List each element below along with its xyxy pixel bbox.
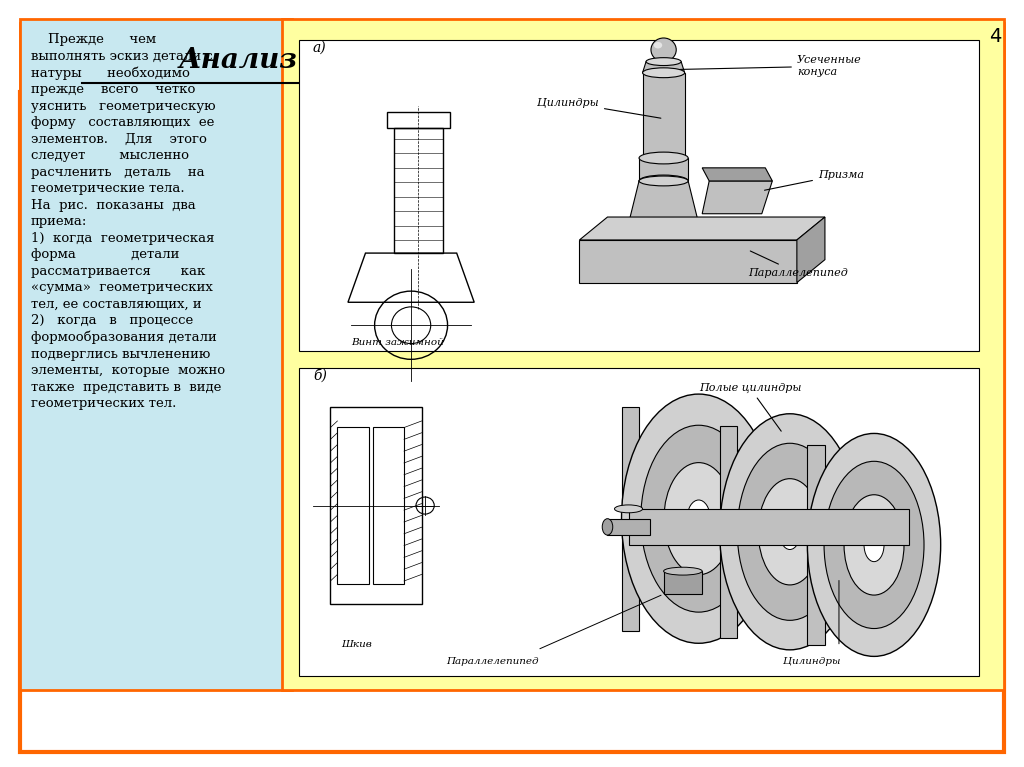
Text: Цилиндры: Цилиндры: [538, 97, 660, 118]
Text: Цилиндры: Цилиндры: [782, 657, 841, 667]
Ellipse shape: [641, 425, 757, 612]
Ellipse shape: [807, 433, 941, 657]
Circle shape: [651, 38, 676, 61]
Polygon shape: [580, 240, 797, 282]
Text: Параллелепипед: Параллелепипед: [446, 657, 539, 667]
Ellipse shape: [664, 463, 733, 574]
Ellipse shape: [639, 152, 688, 164]
Ellipse shape: [646, 58, 681, 65]
Polygon shape: [797, 217, 825, 282]
Text: Усеченные
конуса: Усеченные конуса: [680, 55, 861, 77]
Text: Параллелепипед: Параллелепипед: [748, 251, 848, 278]
Polygon shape: [807, 445, 825, 645]
Text: а): а): [313, 41, 327, 54]
Bar: [338, 427, 369, 584]
Ellipse shape: [602, 518, 612, 535]
Bar: [393, 129, 442, 253]
Ellipse shape: [687, 500, 711, 538]
FancyBboxPatch shape: [299, 368, 979, 676]
Ellipse shape: [639, 176, 688, 186]
Text: Анализ геометрической формы детали: Анализ геометрической формы детали: [179, 44, 845, 74]
Polygon shape: [629, 181, 698, 224]
Ellipse shape: [643, 153, 685, 163]
Polygon shape: [622, 407, 639, 630]
Ellipse shape: [622, 394, 776, 644]
Polygon shape: [580, 217, 825, 240]
FancyBboxPatch shape: [299, 40, 979, 351]
Bar: [386, 112, 450, 129]
Bar: [607, 518, 649, 535]
Bar: [629, 509, 909, 545]
Ellipse shape: [664, 568, 702, 575]
Text: б): б): [313, 368, 327, 383]
Text: Полые цилиндры: Полые цилиндры: [698, 383, 801, 431]
Ellipse shape: [629, 218, 698, 229]
Ellipse shape: [720, 413, 860, 650]
Ellipse shape: [643, 67, 685, 77]
Ellipse shape: [737, 443, 843, 621]
Text: Винт зажимной: Винт зажимной: [351, 338, 444, 347]
Bar: [331, 407, 422, 604]
Bar: [639, 158, 688, 181]
FancyBboxPatch shape: [282, 19, 1004, 690]
Ellipse shape: [639, 175, 688, 187]
Ellipse shape: [653, 42, 663, 48]
Ellipse shape: [759, 479, 821, 585]
Bar: [643, 73, 685, 158]
Ellipse shape: [844, 495, 904, 595]
FancyBboxPatch shape: [20, 23, 1004, 96]
Text: Прежде      чем
выполнять эскиз детали с
натуры      необходимо
прежде    всего : Прежде чем выполнять эскиз детали с нату…: [31, 33, 225, 410]
Bar: [664, 571, 702, 594]
Bar: [373, 427, 404, 584]
Text: Призма: Призма: [765, 170, 864, 190]
Polygon shape: [643, 61, 685, 73]
Ellipse shape: [864, 528, 884, 561]
Text: Шкив: Шкив: [341, 640, 372, 649]
Ellipse shape: [614, 505, 643, 513]
FancyBboxPatch shape: [20, 19, 292, 690]
Ellipse shape: [779, 514, 801, 549]
Polygon shape: [720, 426, 737, 638]
Polygon shape: [702, 181, 772, 214]
Ellipse shape: [824, 461, 924, 628]
Text: 4: 4: [989, 27, 1001, 46]
Polygon shape: [702, 168, 772, 181]
